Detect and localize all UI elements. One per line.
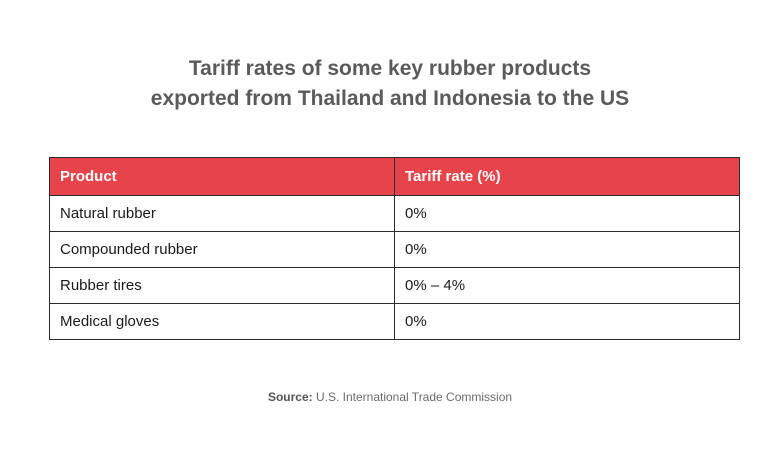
title-line-2: exported from Thailand and Indonesia to … [150, 87, 630, 110]
tariff-rate-cell: 0% – 4% [394, 267, 740, 304]
table-header-row: Product Tariff rate (%) [49, 157, 740, 196]
source-text: U.S. International Trade Commission [315, 390, 513, 404]
source-label: Source: [267, 390, 313, 404]
table-row: Medical gloves 0% [49, 303, 740, 340]
tariff-rate-cell: 0% [394, 303, 740, 340]
product-cell: Rubber tires [49, 267, 395, 304]
tariff-rate-cell: 0% [394, 195, 740, 232]
page-title: Tariff rates of some key rubber products… [0, 54, 780, 114]
product-cell: Natural rubber [49, 195, 395, 232]
product-cell: Medical gloves [49, 303, 395, 340]
table-row: Compounded rubber 0% [49, 231, 740, 268]
header-tariff-rate: Tariff rate (%) [394, 157, 740, 196]
table-row: Rubber tires 0% – 4% [49, 267, 740, 304]
product-cell: Compounded rubber [49, 231, 395, 268]
title-line-1: Tariff rates of some key rubber products [188, 57, 592, 80]
tariff-rate-cell: 0% [394, 231, 740, 268]
table-row: Natural rubber 0% [49, 195, 740, 232]
source-note: Source: U.S. International Trade Commiss… [0, 390, 780, 404]
tariff-table: Product Tariff rate (%) Natural rubber 0… [49, 157, 740, 340]
header-product: Product [49, 157, 395, 196]
